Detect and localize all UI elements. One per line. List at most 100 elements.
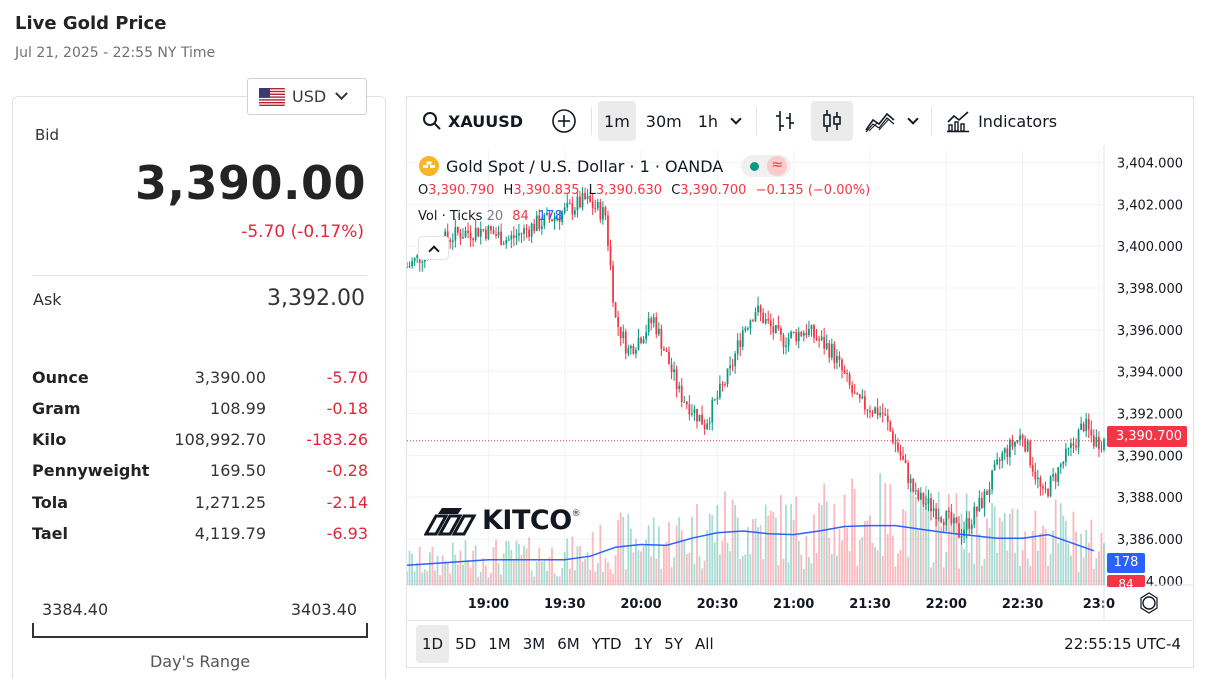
- volume-bar: [561, 568, 564, 585]
- volume-ma-label: 178: [1107, 553, 1145, 573]
- unit-row: Gram 108.99 -0.18: [32, 399, 368, 423]
- range-3m-button[interactable]: 3M: [522, 635, 546, 653]
- settings-icon: [1142, 596, 1156, 610]
- candle-body: [502, 243, 505, 245]
- range-1m-button[interactable]: 1M: [488, 635, 511, 653]
- chart-type-dropdown[interactable]: [903, 101, 923, 141]
- y-tick-label: 3,400.000: [1117, 240, 1183, 255]
- volume-bar: [619, 512, 622, 585]
- indicators-button[interactable]: Indicators: [940, 101, 1063, 141]
- search-icon: [423, 112, 441, 130]
- candle-body: [713, 399, 716, 401]
- chevron-up-icon: [427, 244, 440, 257]
- candle-body: [462, 237, 464, 239]
- kitco-bars-icon: [424, 507, 477, 535]
- symbol-search-button[interactable]: XAUUSD: [414, 101, 531, 141]
- candle-body: [591, 201, 594, 208]
- candle-body: [958, 523, 960, 538]
- area-chart-button[interactable]: [859, 101, 901, 141]
- volume-bar: [1047, 565, 1049, 585]
- candle-body: [963, 529, 965, 536]
- candle-body: [1014, 442, 1016, 447]
- volume-bar: [736, 517, 739, 585]
- interval-1h[interactable]: 1h: [697, 111, 719, 131]
- volume-bar: [451, 542, 454, 585]
- candle-body: [886, 415, 889, 423]
- volume-bar: [843, 494, 846, 585]
- collapse-legend-button[interactable]: [418, 236, 449, 260]
- volume-bar: [624, 569, 627, 585]
- volume-bar: [912, 484, 915, 585]
- range-all-button[interactable]: All: [695, 635, 714, 653]
- candle-body: [843, 370, 846, 374]
- volume-bar: [711, 515, 714, 585]
- candle-body: [599, 202, 602, 220]
- candle-body: [472, 238, 475, 241]
- candle-body: [492, 230, 495, 235]
- range-1y-button[interactable]: 1Y: [633, 635, 653, 653]
- candle-body: [693, 408, 696, 414]
- range-1d-button[interactable]: 1D: [416, 625, 450, 663]
- x-tick-label: 20:30: [697, 597, 738, 612]
- y-tick-label: 3,396.000: [1117, 324, 1183, 339]
- kitco-logo: KITCO ®: [424, 505, 581, 536]
- interval-30m[interactable]: 30m: [645, 111, 682, 131]
- volume-bar: [647, 525, 650, 585]
- candle-body: [833, 343, 836, 363]
- x-tick-label: 21:30: [849, 597, 890, 612]
- volume-bar: [838, 529, 841, 585]
- volume-bar: [691, 516, 693, 585]
- bars-icon: [776, 111, 795, 131]
- volume-bar: [576, 546, 579, 585]
- volume-bar: [904, 511, 907, 585]
- bar-chart-button[interactable]: [767, 101, 803, 141]
- market-status-badge[interactable]: ≈: [741, 155, 792, 177]
- candle-body: [701, 414, 703, 425]
- range-5y-button[interactable]: 5Y: [664, 635, 684, 653]
- volume-bar: [556, 576, 558, 585]
- candle-body: [477, 227, 480, 237]
- candle-body: [454, 226, 457, 241]
- candle-body: [838, 356, 841, 360]
- volume-bar: [660, 568, 663, 585]
- volume-bar: [795, 496, 798, 585]
- candles-chart-button[interactable]: [811, 101, 854, 141]
- volume-bar: [940, 525, 943, 585]
- volume-bar: [652, 517, 655, 585]
- volume-bar: [685, 554, 688, 585]
- candle-body: [528, 229, 530, 237]
- candle-body: [759, 305, 762, 313]
- candle-body: [866, 409, 869, 411]
- candle-body: [515, 235, 518, 238]
- volume-bar: [762, 559, 765, 585]
- volume-bar: [848, 551, 851, 585]
- volume-bar: [703, 560, 706, 585]
- unit-price: 3,390.00: [194, 368, 266, 387]
- price-chart[interactable]: 3,404.000 3,402.000 3,400.000 3,398.000 3,39…: [407, 145, 1193, 620]
- candle-body: [1100, 448, 1103, 450]
- candle-body: [490, 226, 492, 231]
- range-5d-button[interactable]: 5D: [455, 635, 477, 653]
- low-label: L: [588, 183, 596, 198]
- volume-bar: [851, 478, 854, 585]
- candle-body: [668, 351, 670, 365]
- candle-body: [551, 219, 553, 222]
- volume-bar: [718, 554, 721, 585]
- volume-bar: [935, 514, 937, 585]
- interval-dropdown[interactable]: [726, 101, 746, 141]
- volume-bar: [983, 558, 986, 585]
- compare-button[interactable]: [545, 101, 583, 141]
- candle-body: [937, 517, 940, 520]
- currency-select[interactable]: USD: [247, 78, 367, 115]
- volume-bar: [729, 551, 731, 585]
- interval-1m[interactable]: 1m: [598, 101, 636, 141]
- volume-bar: [510, 550, 513, 585]
- candle-body: [955, 517, 958, 524]
- volume-bar: [426, 570, 429, 585]
- range-6m-button[interactable]: 6M: [557, 635, 580, 653]
- volume-bar: [655, 558, 658, 585]
- volume-bar: [540, 561, 543, 585]
- volume-bar: [479, 571, 482, 585]
- candle-body: [795, 331, 798, 342]
- range-ytd-button[interactable]: YTD: [591, 635, 622, 653]
